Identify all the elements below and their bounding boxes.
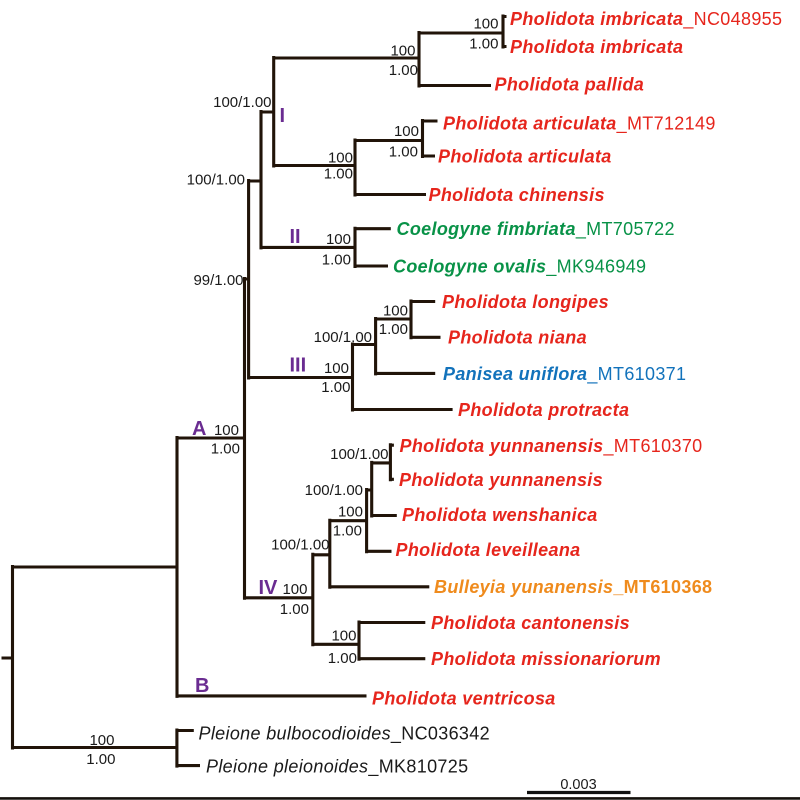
svg-text:1.00: 1.00 (324, 166, 353, 183)
svg-text:A: A (192, 418, 206, 440)
svg-text:Pholidota pallida: Pholidota pallida (495, 75, 645, 95)
svg-text:99/1.00: 99/1.00 (193, 272, 243, 289)
svg-text:Pholidota yunnanensis_MT610370: Pholidota yunnanensis_MT610370 (400, 436, 703, 457)
svg-text:Coelogyne fimbriata_MT705722: Coelogyne fimbriata_MT705722 (397, 219, 675, 240)
svg-text:100/1.00: 100/1.00 (187, 172, 245, 189)
svg-text:Pholidota niana: Pholidota niana (448, 328, 587, 348)
svg-text:Pholidota articulata: Pholidota articulata (438, 147, 612, 167)
svg-text:100/1.00: 100/1.00 (314, 329, 372, 346)
svg-text:Pholidota imbricata: Pholidota imbricata (510, 37, 683, 57)
svg-text:100: 100 (394, 123, 419, 140)
svg-text:Pholidota longipes: Pholidota longipes (442, 292, 609, 312)
svg-text:Pholidota cantonensis: Pholidota cantonensis (431, 613, 630, 633)
svg-text:100/1.00: 100/1.00 (305, 482, 363, 499)
svg-text:Pholidota ventricosa: Pholidota ventricosa (372, 689, 556, 709)
svg-text:1.00: 1.00 (328, 650, 357, 667)
svg-text:100: 100 (328, 150, 353, 167)
svg-text:Pholidota articulata_MT712149: Pholidota articulata_MT712149 (443, 114, 716, 135)
svg-text:Pleione pleionoides_MK810725: Pleione pleionoides_MK810725 (206, 757, 468, 778)
svg-text:1.00: 1.00 (469, 36, 498, 53)
svg-text:100: 100 (214, 422, 239, 439)
svg-text:B: B (195, 675, 209, 697)
svg-text:Pleione bulbocodioides_NC03634: Pleione bulbocodioides_NC036342 (199, 724, 490, 745)
svg-text:Pholidota chinensis: Pholidota chinensis (429, 185, 605, 205)
svg-text:Pholidota missionariorum: Pholidota missionariorum (431, 649, 661, 669)
svg-text:100: 100 (324, 360, 349, 377)
svg-text:1.00: 1.00 (389, 62, 418, 79)
svg-text:100/1.00: 100/1.00 (330, 446, 388, 463)
svg-text:III: III (290, 355, 307, 377)
svg-text:0.003: 0.003 (560, 777, 596, 793)
svg-text:100/1.00: 100/1.00 (271, 537, 329, 554)
svg-text:1.00: 1.00 (322, 252, 351, 269)
svg-text:100: 100 (282, 581, 307, 598)
svg-text:100: 100 (326, 231, 351, 248)
svg-text:IV: IV (259, 577, 279, 599)
svg-text:1.00: 1.00 (321, 379, 350, 396)
svg-text:Bulleyia yunanensis_MT610368: Bulleyia yunanensis_MT610368 (434, 577, 712, 597)
svg-text:Pholidota leveilleana: Pholidota leveilleana (396, 540, 581, 560)
svg-text:Pholidota wenshanica: Pholidota wenshanica (402, 505, 598, 525)
svg-text:100: 100 (89, 732, 114, 749)
svg-text:I: I (280, 105, 286, 127)
svg-text:1.00: 1.00 (86, 751, 115, 768)
svg-text:Pholidota imbricata_NC048955: Pholidota imbricata_NC048955 (510, 9, 782, 30)
svg-text:1.00: 1.00 (389, 144, 418, 161)
svg-text:Pholidota yunnanensis: Pholidota yunnanensis (399, 470, 603, 490)
svg-text:100: 100 (473, 16, 498, 33)
svg-text:1.00: 1.00 (379, 321, 408, 338)
svg-text:100/1.00: 100/1.00 (213, 94, 271, 111)
svg-text:Coelogyne ovalis_MK946949: Coelogyne ovalis_MK946949 (393, 257, 646, 278)
svg-text:1.00: 1.00 (280, 601, 309, 618)
svg-text:100: 100 (338, 504, 363, 521)
svg-text:Panisea uniflora_MT610371: Panisea uniflora_MT610371 (443, 364, 686, 385)
svg-text:Pholidota protracta: Pholidota protracta (458, 400, 629, 420)
svg-text:100: 100 (383, 303, 408, 320)
svg-text:100: 100 (390, 43, 415, 60)
svg-text:1.00: 1.00 (333, 523, 362, 540)
svg-text:1.00: 1.00 (211, 441, 240, 458)
svg-text:II: II (290, 226, 301, 248)
svg-text:100: 100 (331, 628, 356, 645)
